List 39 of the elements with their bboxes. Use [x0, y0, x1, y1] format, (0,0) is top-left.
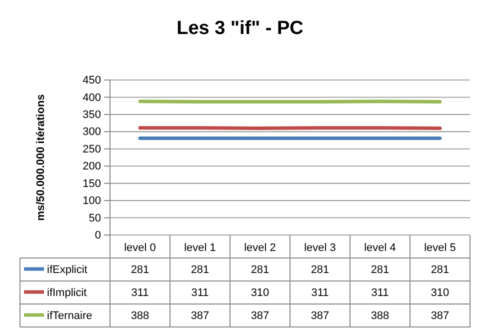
y-tick-label: 200 [82, 160, 101, 173]
x-tick-label: level 4 [364, 242, 396, 254]
x-tick-label: level 0 [124, 242, 156, 254]
data-label: 281 [130, 264, 150, 276]
data-label: 281 [370, 264, 390, 276]
y-tick-label: 300 [82, 126, 101, 138]
data-label: 310 [250, 287, 270, 299]
data-label: 281 [310, 264, 330, 276]
y-tick-label: 450 [82, 74, 101, 87]
legend-label: ifTernaire [47, 310, 92, 322]
data-label: 281 [430, 264, 450, 276]
data-label: 311 [191, 287, 209, 299]
y-tick-label: 150 [82, 178, 101, 190]
y-tick-label: 0 [94, 230, 101, 242]
y-tick-label: 50 [88, 212, 101, 224]
data-label: 388 [370, 310, 390, 322]
y-tick-label: 250 [82, 143, 101, 156]
data-label: 387 [190, 310, 210, 322]
y-tick-label: 400 [82, 92, 101, 104]
x-tick-label: level 3 [304, 242, 336, 254]
y-tick-label: 350 [82, 108, 101, 121]
y-tick-label: 100 [82, 195, 101, 208]
chart-title: Les 3 "if" - PC [176, 18, 304, 39]
x-tick-label: level 5 [424, 242, 456, 254]
data-label: 281 [250, 264, 270, 276]
data-label: 311 [131, 287, 149, 299]
legend-label: ifImplicit [47, 287, 87, 299]
data-label: 388 [130, 310, 150, 322]
data-label: 310 [430, 287, 450, 299]
x-tick-label: level 2 [244, 242, 276, 254]
x-tick-label: level 1 [184, 242, 216, 254]
data-label: 387 [430, 310, 450, 322]
data-label: 387 [310, 310, 330, 322]
data-label: 281 [190, 264, 210, 276]
data-label: 311 [371, 287, 389, 299]
y-axis-title: ms/50.000.000 itérations [35, 94, 47, 221]
legend-label: ifExplicit [47, 264, 88, 276]
data-label: 387 [250, 310, 270, 322]
data-label: 311 [311, 287, 329, 299]
